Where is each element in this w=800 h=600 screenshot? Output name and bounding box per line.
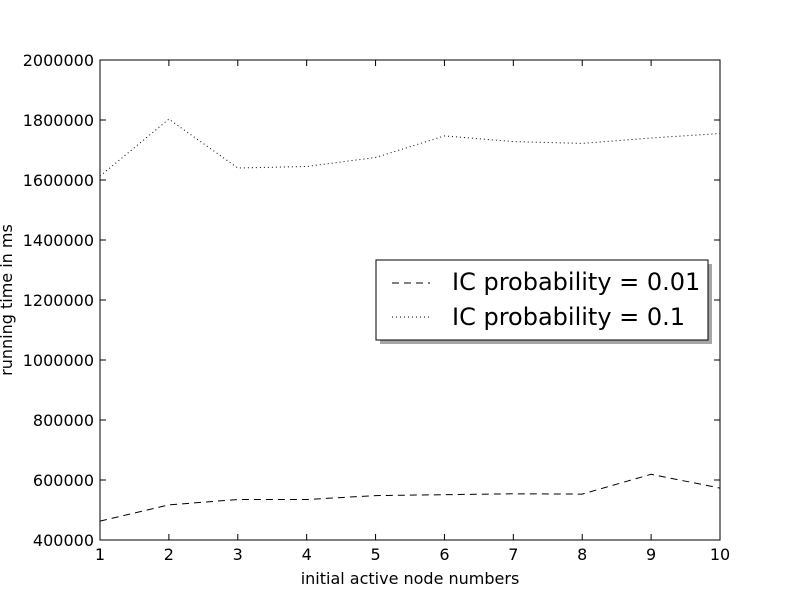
y-tick-label: 1600000: [23, 171, 94, 190]
y-axis-label: running time in ms: [0, 224, 16, 376]
legend-label-series-2: IC probability = 0.1: [452, 303, 685, 331]
series-layer: [99, 118, 721, 522]
x-tick-label: 7: [508, 545, 518, 564]
y-tick-label: 1000000: [23, 351, 94, 370]
y-tick-label: 2000000: [23, 51, 94, 70]
legend: IC probability = 0.01 IC probability = 0…: [375, 259, 712, 344]
x-tick-label: 9: [646, 545, 656, 564]
y-tick-label: 1800000: [23, 111, 94, 130]
legend-label-series-1: IC probability = 0.01: [452, 268, 700, 296]
series-line-2: [99, 118, 721, 177]
x-tick-label: 4: [302, 545, 312, 564]
x-tick-label: 2: [164, 545, 174, 564]
x-tick-label: 1: [95, 545, 105, 564]
x-tick-label: 8: [577, 545, 587, 564]
x-tick-label: 6: [439, 545, 449, 564]
x-tick-label: 5: [370, 545, 380, 564]
x-tick-label: 10: [710, 545, 730, 564]
y-tick-label: 400000: [33, 531, 94, 550]
legend-box: [375, 259, 709, 341]
y-tick-label: 1200000: [23, 291, 94, 310]
y-tick-label: 1400000: [23, 231, 94, 250]
series-line-1: [99, 473, 721, 522]
y-tick-label: 800000: [33, 411, 94, 430]
y-tick-label: 600000: [33, 471, 94, 490]
axes-layer: 1 2 3 4 5 6 7 8 9 10 400000 600000 800000 1000000 1200…: [23, 51, 730, 564]
x-tick-label: 3: [233, 545, 243, 564]
x-axis-label: initial active node numbers: [301, 569, 520, 588]
